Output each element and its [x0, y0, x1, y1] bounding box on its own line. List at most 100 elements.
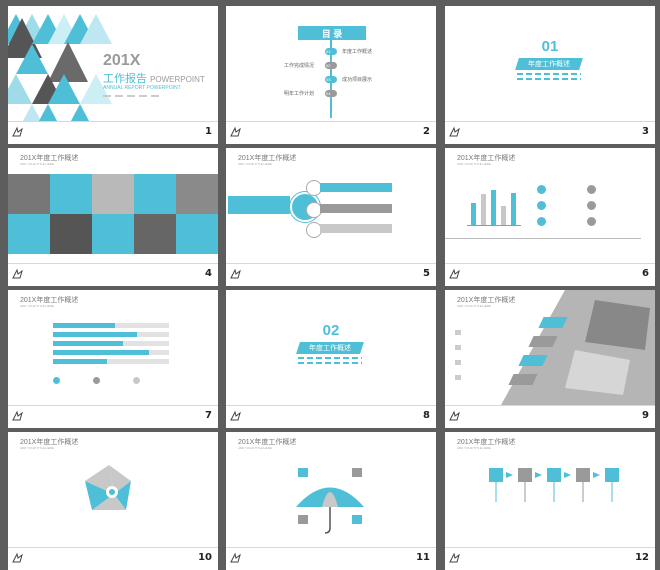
- mail-icon: [587, 217, 596, 226]
- step-arrow: [518, 355, 548, 366]
- office-photo: [501, 290, 655, 405]
- blue-tile: [92, 214, 134, 254]
- cover-placeholder-line: [103, 95, 163, 97]
- slide-thumbnail-12[interactable]: 201X年度工作概述 ADD YOUR TITLE HERE 12: [445, 432, 655, 570]
- slide-heading: 201X年度工作概述: [238, 439, 297, 446]
- slide-thumbnail-6[interactable]: 201X年度工作概述 ADD YOUR TITLE HERE 6: [445, 148, 655, 286]
- placeholder-line: [298, 357, 362, 359]
- chart-bar: [491, 190, 496, 225]
- slide-heading: 201X年度工作概述: [20, 297, 79, 304]
- blue-tile: [134, 174, 176, 214]
- gear-icon: [587, 201, 596, 210]
- toc-dot-01: [325, 48, 337, 55]
- slide-number: 5: [423, 268, 430, 279]
- slide-preview: 201X年度工作概述 ADD YOUR TITLE HERE: [226, 432, 436, 547]
- list-marker: [455, 360, 461, 365]
- toc-item-number: 01: [326, 49, 331, 54]
- toc-item-number: 03: [326, 77, 331, 82]
- thumbnail-footer: 2: [226, 121, 436, 144]
- chart-icon: [537, 201, 546, 210]
- list-marker: [455, 345, 461, 350]
- thumbnail-footer: 11: [226, 547, 436, 570]
- blue-tile: [50, 174, 92, 214]
- photo-people: [8, 174, 50, 214]
- slide-preview: 201X年度工作概述 ADD YOUR TITLE HERE: [8, 148, 218, 263]
- slide-number: 10: [198, 552, 212, 563]
- step-arrow: [538, 317, 568, 328]
- slide-preview: 201X年度工作概述 ADD YOUR TITLE HERE: [445, 290, 655, 405]
- slide-transition-star-icon: [230, 410, 241, 421]
- chart-bar: [501, 206, 506, 225]
- toc-item-number: 02: [326, 63, 331, 68]
- slide-transition-star-icon: [449, 126, 460, 137]
- slide-heading: 201X年度工作概述: [457, 439, 516, 446]
- slide-transition-star-icon: [449, 410, 460, 421]
- slide-transition-star-icon: [12, 410, 23, 421]
- section-number: 02: [322, 322, 340, 339]
- cover-subtitle: ANNUAL REPORT POWERPOINT: [103, 85, 181, 91]
- slide-thumbnail-10[interactable]: 201X年度工作概述 ADD YOUR TITLE HERE 10: [8, 432, 218, 570]
- slide-thumbnail-3[interactable]: 01 年度工作概述 3: [445, 6, 655, 144]
- slide-heading: 201X年度工作概述: [238, 155, 297, 162]
- slide-heading: 201X年度工作概述: [457, 297, 516, 304]
- slide-heading: 201X年度工作概述: [20, 439, 79, 446]
- slide-number: 11: [416, 552, 430, 563]
- step-arrow: [508, 374, 538, 385]
- slide-thumbnail-5[interactable]: 201X年度工作概述 ADD YOUR TITLE HERE 5: [226, 148, 436, 286]
- photo-laptop: [92, 174, 134, 214]
- blue-tile: [176, 214, 218, 254]
- baseline: [445, 238, 641, 239]
- slide-heading: 201X年度工作概述: [457, 155, 516, 162]
- thumbnail-footer: 9: [445, 405, 655, 428]
- slide-preview: 201X年度工作概述 ADD YOUR TITLE HERE: [445, 148, 655, 263]
- slide-transition-star-icon: [12, 268, 23, 279]
- slide-number: 4: [205, 268, 212, 279]
- thumbnail-footer: 3: [445, 121, 655, 144]
- slide-thumbnail-7[interactable]: 201X年度工作概述 ADD YOUR TITLE HERE 7: [8, 290, 218, 428]
- thumbnail-footer: 1: [8, 121, 218, 144]
- slide-transition-star-icon: [230, 126, 241, 137]
- legend-dot: [53, 377, 60, 384]
- hbar-fill: [53, 323, 115, 328]
- chart-bar: [511, 193, 516, 225]
- slide-thumbnail-11[interactable]: 201X年度工作概述 ADD YOUR TITLE HERE 11: [226, 432, 436, 570]
- slide-thumbnail-9[interactable]: 201X年度工作概述 ADD YOUR TITLE HERE 9: [445, 290, 655, 428]
- toc-title: 目 录: [321, 29, 343, 39]
- cover-title: 工作报告 POWERPOINT: [103, 70, 205, 86]
- cover-title-en: POWERPOINT: [150, 75, 205, 84]
- location-icon: [537, 217, 546, 226]
- slide-number: 1: [205, 126, 212, 137]
- list-marker: [455, 330, 461, 335]
- slide-thumbnail-8[interactable]: 02 年度工作概述 8: [226, 290, 436, 428]
- slide-transition-star-icon: [449, 268, 460, 279]
- triangle-mosaic: [8, 14, 112, 121]
- thumbnail-footer: 4: [8, 263, 218, 286]
- user-icon: [587, 185, 596, 194]
- pentagon-diagram: [85, 465, 131, 510]
- toc-dot-03: [325, 76, 337, 83]
- slide-thumbnail-4[interactable]: 201X年度工作概述 ADD YOUR TITLE HERE 4: [8, 148, 218, 286]
- slide-subheading: ADD YOUR TITLE HERE: [457, 304, 491, 308]
- thumbnail-footer: 7: [8, 405, 218, 428]
- blue-tile: [8, 214, 50, 254]
- slide-number: 9: [642, 410, 649, 421]
- bar-2: [320, 204, 392, 213]
- slide-preview: 01 年度工作概述: [445, 6, 655, 121]
- slide-subheading: ADD YOUR TITLE HERE: [457, 162, 491, 166]
- slide-number: 8: [423, 410, 430, 421]
- slide-number: 12: [635, 552, 649, 563]
- placeholder-line: [298, 362, 362, 364]
- slide-transition-star-icon: [12, 552, 23, 563]
- hbar-fill: [53, 341, 123, 346]
- list-marker: [455, 375, 461, 380]
- toc-item-label: 工作完成情况: [284, 63, 315, 69]
- toc-item-label: 成功项目展示: [342, 77, 373, 83]
- slide-number: 7: [205, 410, 212, 421]
- slide-preview: 201X年度工作概述 ADD YOUR TITLE HERE: [8, 432, 218, 547]
- slide-subheading: ADD YOUR TITLE HERE: [20, 446, 54, 450]
- left-blue-banner: [228, 196, 290, 214]
- slide-thumbnail-2[interactable]: 目 录 01 02 03 04 年度工作概述 工作完成情况 成功项目展示 明年工…: [226, 6, 436, 144]
- slide-subheading: ADD YOUR TITLE HERE: [457, 446, 491, 450]
- slide-thumbnail-1[interactable]: 201X 工作报告 POWERPOINT ANNUAL REPORT POWER…: [8, 6, 218, 144]
- photo-ferris-wheel: [176, 174, 218, 214]
